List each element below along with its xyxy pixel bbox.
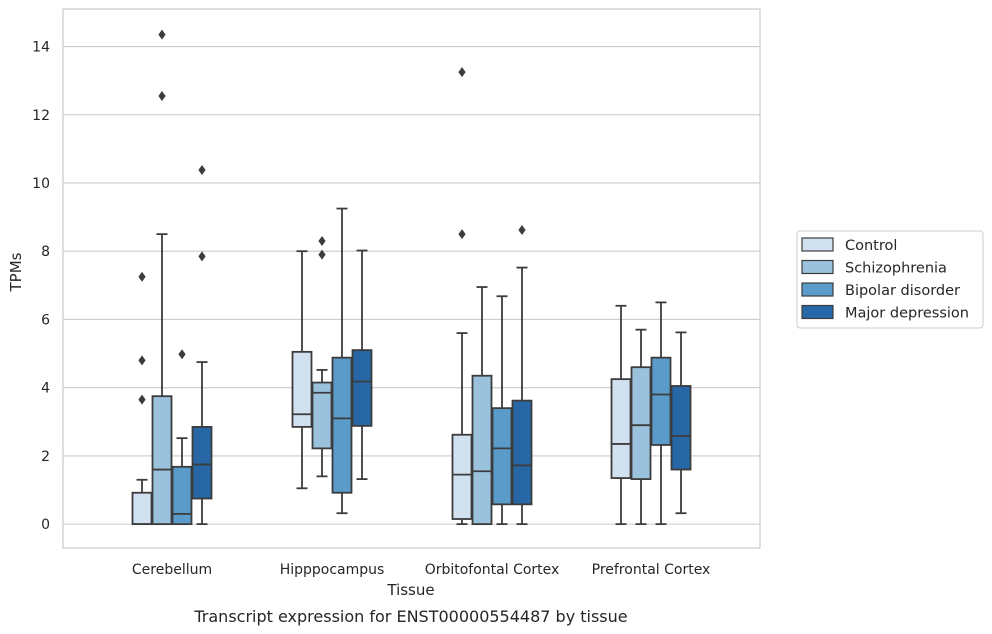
outlier-point — [198, 251, 206, 262]
y-tick-label: 0 — [41, 517, 50, 533]
box — [630, 366, 652, 480]
box-group — [650, 301, 672, 526]
box — [151, 395, 173, 526]
legend-label: Control — [845, 238, 897, 254]
box — [451, 433, 473, 520]
box — [670, 385, 692, 471]
box-group — [191, 165, 213, 526]
outlier-point — [318, 249, 326, 260]
outlier-point — [158, 90, 166, 101]
box — [191, 425, 213, 500]
box — [610, 378, 632, 479]
box — [311, 381, 333, 450]
outlier-point — [138, 394, 146, 405]
outlier-point — [198, 165, 206, 176]
box — [650, 356, 672, 446]
outlier-point — [138, 271, 146, 282]
legend-label: Bipolar disorder — [845, 283, 960, 299]
outlier-point — [458, 229, 466, 240]
outlier-point — [458, 67, 466, 78]
box — [491, 407, 513, 506]
legend-frame — [796, 230, 984, 329]
box-group — [351, 249, 373, 480]
y-tick-label: 14 — [32, 40, 50, 56]
box — [331, 356, 353, 494]
x-tick-label: Orbitofontal Cortex — [425, 562, 560, 578]
x-tick-label: Prefrontal Cortex — [592, 562, 711, 578]
legend-label: Schizophrenia — [845, 261, 947, 277]
legend-label: Major depression — [845, 306, 969, 322]
box-group — [331, 207, 353, 515]
box — [351, 349, 373, 427]
chart-caption: Transcript expression for ENST0000055448… — [193, 607, 627, 626]
gridlines — [63, 45, 760, 525]
y-tick-label: 12 — [32, 108, 50, 124]
box — [131, 491, 153, 526]
x-axis-label: Tissue — [386, 581, 434, 599]
y-tick-label: 4 — [41, 381, 50, 397]
box — [171, 465, 193, 526]
box-group — [471, 286, 493, 526]
box-group — [291, 250, 313, 490]
y-tick-label: 8 — [41, 244, 50, 260]
box-group — [610, 304, 632, 526]
box — [291, 350, 313, 428]
box — [511, 399, 533, 506]
legend: Control Schizophrenia Bipolar disorder Majo… — [796, 230, 984, 329]
outlier-point — [158, 29, 166, 40]
box — [471, 374, 493, 526]
outlier-point — [518, 225, 526, 236]
x-tick-labels: Cerebellum Hipppocampus Orbitofontal Corte… — [132, 562, 710, 578]
outlier-point — [318, 235, 326, 246]
y-tick-labels: 0 2 4 6 8 10 12 14 — [32, 40, 50, 534]
plot-frame — [62, 8, 761, 549]
box-group — [630, 328, 652, 526]
box-group — [151, 29, 173, 526]
legend-swatch — [801, 259, 834, 275]
y-axis-label: TPMs — [7, 252, 25, 292]
outlier-point — [138, 355, 146, 366]
box-group — [670, 331, 692, 515]
outlier-point — [178, 349, 186, 360]
box-group — [311, 235, 333, 478]
box-group — [451, 67, 473, 526]
x-tick-label: Hipppocampus — [280, 562, 385, 578]
legend-swatch — [801, 282, 834, 297]
box-group — [131, 271, 153, 526]
box-group — [511, 225, 533, 526]
y-tick-label: 6 — [41, 312, 50, 328]
y-tick-label: 2 — [41, 449, 50, 465]
box-group — [171, 349, 193, 526]
x-tick-label: Cerebellum — [132, 562, 212, 578]
y-tick-label: 10 — [32, 176, 50, 192]
box-group — [491, 295, 513, 526]
legend-swatch — [801, 237, 834, 252]
legend-swatch — [801, 304, 834, 320]
boxes — [131, 29, 692, 526]
